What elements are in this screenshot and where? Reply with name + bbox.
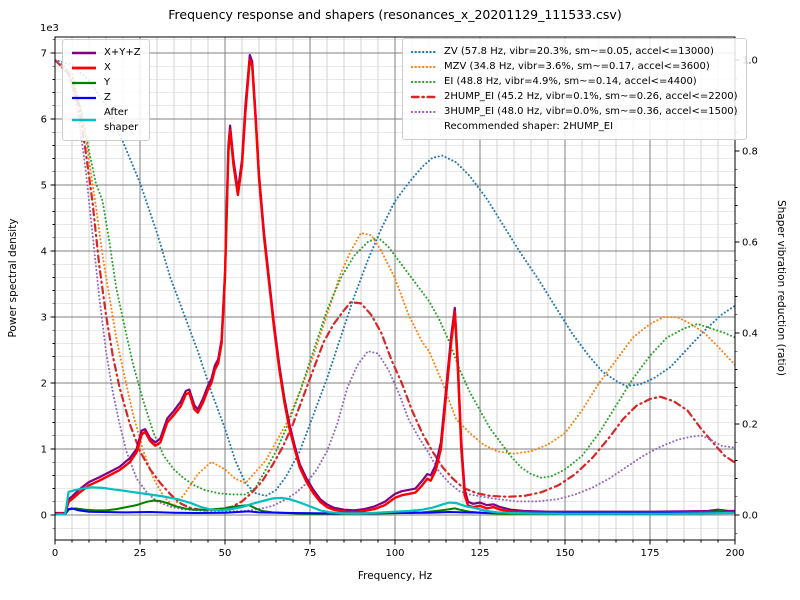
y-right-tick-label: 0.8 (742, 147, 758, 158)
curve-shaper-2hump-ei (55, 58, 735, 512)
legend-item: Z (71, 90, 141, 105)
y-right-tick-label: 0.2 (742, 420, 758, 431)
recommended-shaper-note: Recommended shaper: 2HUMP_EI (444, 121, 614, 132)
y-left-tick-label: 4 (41, 247, 47, 258)
legend-label: Y (104, 77, 111, 88)
legend-item: 3HUMP_EI (48.0 Hz, vibr=0.0%, sm~=0.36, … (411, 104, 738, 119)
legend-item: Y (71, 75, 141, 90)
legend-item: EI (48.8 Hz, vibr=4.9%, sm~=0.14, accel<… (411, 74, 738, 89)
legend-left: X+Y+Z X Y Z After shaper (62, 39, 150, 141)
legend-label: MZV (34.8 Hz, vibr=3.6%, sm~=0.17, accel… (444, 61, 710, 72)
legend-item: X (71, 60, 141, 75)
x-tick-label: 175 (640, 548, 659, 559)
curves (55, 53, 735, 516)
legend-sample-line (72, 81, 96, 84)
x-tick-label: 125 (470, 548, 489, 559)
legend-sample-line (72, 96, 96, 99)
legend-label: 3HUMP_EI (48.0 Hz, vibr=0.0%, sm~=0.36, … (444, 106, 738, 117)
legend-label: Z (104, 92, 111, 103)
legend-sample-line (72, 66, 96, 69)
legend-label: 2HUMP_EI (45.2 Hz, vibr=0.1%, sm~=0.26, … (444, 91, 738, 102)
curve-shaper-ei (55, 59, 735, 496)
y-axis-offset-label: 1e3 (40, 23, 59, 34)
x-axis-label: Frequency, Hz (358, 570, 433, 582)
y-left-tick-label: 5 (41, 181, 47, 192)
y-right-tick-label: 1.0 (742, 56, 758, 67)
legend-label: EI (48.8 Hz, vibr=4.9%, sm~=0.14, accel<… (444, 76, 697, 87)
legend-sample-line (72, 118, 96, 122)
x-tick-label: 50 (219, 548, 232, 559)
legend-sample-line (72, 51, 96, 54)
y-left-tick-label: 6 (41, 115, 47, 126)
y-left-tick-label: 3 (41, 313, 47, 324)
x-tick-label: 200 (725, 548, 744, 559)
y-right-tick-label: 0.4 (742, 329, 758, 340)
y-left-tick-label: 2 (41, 379, 47, 390)
axis-tick-labels: 0 25 50 75 100 125 150 175 200 0 1 2 3 4 5 6 7 0.0 0.2 0.4 0… (41, 49, 758, 560)
x-tick-label: 0 (52, 548, 58, 559)
legend-item: After shaper (71, 105, 141, 135)
legend-item: 2HUMP_EI (45.2 Hz, vibr=0.1%, sm~=0.26, … (411, 89, 738, 104)
y-left-tick-label: 7 (41, 49, 47, 60)
legend-label: ZV (57.8 Hz, vibr=20.3%, sm~=0.05, accel… (444, 46, 714, 57)
x-tick-label: 100 (385, 548, 404, 559)
legend-label: X+Y+Z (104, 47, 141, 58)
x-tick-label: 150 (555, 548, 574, 559)
legend-label: After shaper (104, 107, 139, 133)
y-left-tick-label: 1 (41, 445, 47, 456)
legend-item: MZV (34.8 Hz, vibr=3.6%, sm~=0.17, accel… (411, 59, 738, 74)
x-tick-label: 25 (134, 548, 147, 559)
legend-sample-line (411, 95, 437, 98)
legend-sample-line (411, 80, 437, 83)
chart-title: Frequency response and shapers (resonanc… (168, 7, 621, 22)
curve-shaper-3hump-ei (55, 59, 735, 513)
y-left-tick-label: 0 (41, 511, 47, 522)
curve-psd-after-shaper (55, 486, 735, 516)
curve-shaper-mzv (55, 59, 735, 507)
x-tick-label: 75 (304, 548, 317, 559)
y-axis-label-left: Power spectral density (7, 218, 19, 337)
y-axis-label-right: Shaper vibration reduction (ratio) (775, 200, 787, 376)
curve-shaper-zv (55, 59, 735, 497)
legend-label: X (104, 62, 111, 73)
y-right-tick-label: 0.0 (742, 511, 758, 522)
legend-item: ZV (57.8 Hz, vibr=20.3%, sm~=0.05, accel… (411, 44, 738, 59)
y-right-tick-label: 0.6 (742, 238, 758, 249)
legend-right: ZV (57.8 Hz, vibr=20.3%, sm~=0.05, accel… (402, 38, 747, 140)
legend-sample-line (411, 65, 437, 68)
legend-item: X+Y+Z (71, 45, 141, 60)
legend-sample-line (411, 110, 437, 113)
legend-sample-line (411, 50, 437, 53)
